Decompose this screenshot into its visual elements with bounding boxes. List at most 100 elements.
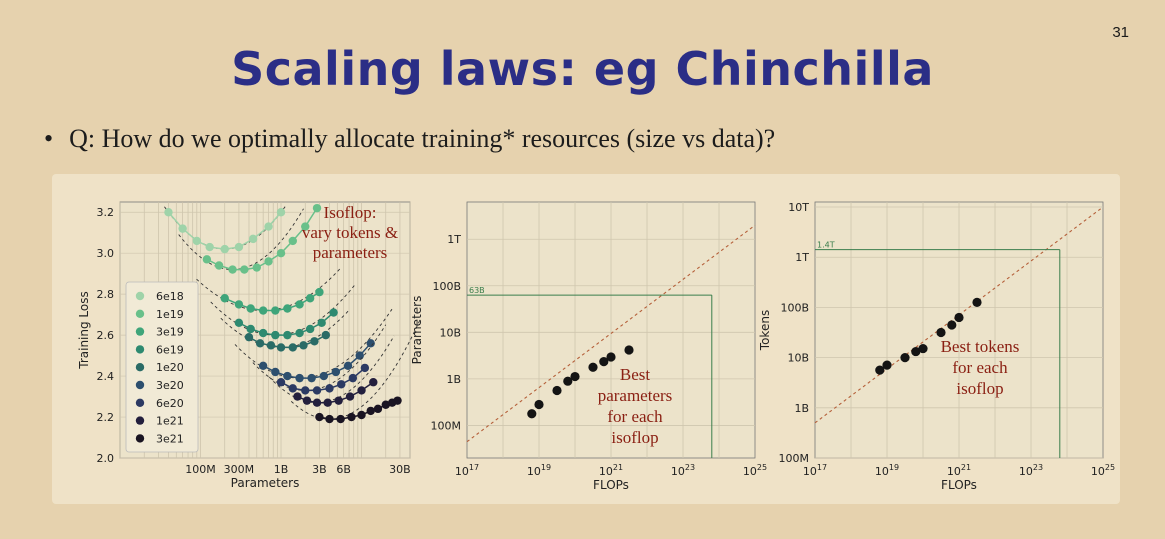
annotation-text: Best: [620, 365, 651, 384]
data-point: [947, 320, 957, 330]
y-tick-label: 100M: [431, 419, 462, 432]
x-tick-label: 1021: [947, 463, 971, 478]
y-tick-label: 1B: [794, 402, 809, 415]
series-line: [262, 342, 372, 379]
data-point: [288, 384, 297, 393]
data-point: [228, 265, 237, 274]
data-point: [381, 400, 390, 409]
data-point: [360, 363, 370, 373]
annotation-text: parameters: [313, 243, 388, 262]
x-tick-label: 3B: [312, 463, 327, 476]
x-axis-label: FLOPs: [593, 478, 629, 492]
annotation-text: for each: [607, 407, 663, 426]
y-tick-label: 2.2: [97, 411, 115, 424]
x-tick-label: 30B: [389, 463, 411, 476]
data-point: [325, 414, 334, 424]
y-tick-label: 100M: [779, 452, 810, 465]
data-point: [258, 328, 268, 338]
data-point: [882, 360, 892, 370]
data-point: [293, 392, 302, 401]
data-point: [220, 294, 229, 303]
data-point: [972, 297, 982, 307]
data-point: [357, 410, 366, 420]
data-point: [205, 242, 214, 252]
annotation-text: isoflop: [611, 428, 658, 447]
data-point: [319, 371, 329, 381]
data-point: [302, 396, 312, 405]
data-point: [552, 385, 562, 396]
legend-label: 3e19: [156, 326, 184, 339]
y-tick-label: 1T: [447, 233, 461, 246]
bullet-point: • Q: How do we optimally allocate trainin…: [44, 124, 775, 154]
data-point: [315, 412, 324, 422]
legend-marker: [135, 363, 145, 372]
annotation-text: isoflop: [956, 379, 1003, 398]
data-point: [276, 208, 286, 217]
params-vs-flops-chart: 100M 1B 10B 100B 1T 1017 1019 1021 1023 1025 FLOPs…: [410, 201, 767, 492]
data-point: [347, 412, 356, 422]
data-point: [345, 392, 355, 401]
legend-label: 3e21: [156, 432, 184, 445]
data-point: [323, 398, 332, 407]
annotation-text: parameters: [598, 386, 673, 405]
x-tick-label: 1B: [274, 463, 289, 476]
x-tick-label: 6B: [336, 463, 351, 476]
data-point: [900, 353, 910, 363]
data-point: [248, 234, 258, 244]
data-point: [563, 376, 573, 386]
data-point: [911, 346, 921, 357]
legend-marker: [135, 380, 145, 390]
data-point: [317, 318, 326, 328]
x-tick-label: 1025: [1091, 463, 1115, 478]
data-point: [276, 378, 286, 387]
data-point: [283, 304, 292, 313]
y-tick-label: 1B: [446, 373, 461, 386]
data-point: [307, 373, 316, 383]
x-tick-label: 1023: [671, 463, 695, 478]
slide-title: Scaling laws: eg Chinchilla: [231, 42, 934, 96]
y-axis-label: Tokens: [758, 310, 772, 351]
y-axis-label: Parameters: [410, 296, 424, 365]
marker-label: 63B: [469, 286, 485, 295]
y-tick-label: 100B: [780, 301, 809, 314]
fit-line: [466, 224, 756, 443]
legend-box: [125, 281, 199, 453]
data-point: [295, 328, 304, 338]
data-point: [258, 361, 268, 371]
marker-label: 1.4T: [817, 241, 835, 250]
data-point: [315, 287, 324, 297]
annotation-text: vary tokens &: [302, 223, 398, 242]
data-point: [329, 308, 338, 317]
data-point: [312, 398, 322, 407]
legend-label: 6e19: [156, 343, 184, 356]
data-point: [310, 337, 319, 346]
data-point: [283, 371, 292, 381]
data-point: [288, 343, 297, 352]
data-point: [570, 371, 580, 382]
x-tick-label: 1021: [599, 463, 623, 478]
data-point: [192, 236, 202, 246]
y-tick-label: 3.0: [97, 247, 115, 260]
data-point: [331, 367, 341, 377]
data-point: [258, 306, 268, 315]
series-line: [206, 207, 318, 271]
data-point: [305, 324, 315, 334]
y-tick-label: 2.6: [97, 329, 115, 342]
fit-curve: [178, 208, 304, 271]
data-point: [875, 365, 885, 375]
legend-label: 6e18: [156, 290, 184, 303]
data-point: [301, 222, 310, 231]
data-point: [246, 304, 255, 313]
data-point: [234, 318, 244, 328]
y-tick-label: 10B: [439, 326, 461, 339]
data-point: [283, 330, 292, 340]
data-point: [369, 378, 378, 387]
data-point: [599, 357, 609, 367]
x-axis-label: FLOPs: [941, 478, 977, 492]
data-point: [336, 414, 345, 424]
data-point: [271, 330, 280, 340]
y-tick-label: 3.2: [97, 206, 115, 219]
data-point: [276, 249, 286, 258]
legend-marker: [135, 434, 145, 443]
bullet-text: Q: How do we optimally allocate training…: [69, 124, 776, 153]
